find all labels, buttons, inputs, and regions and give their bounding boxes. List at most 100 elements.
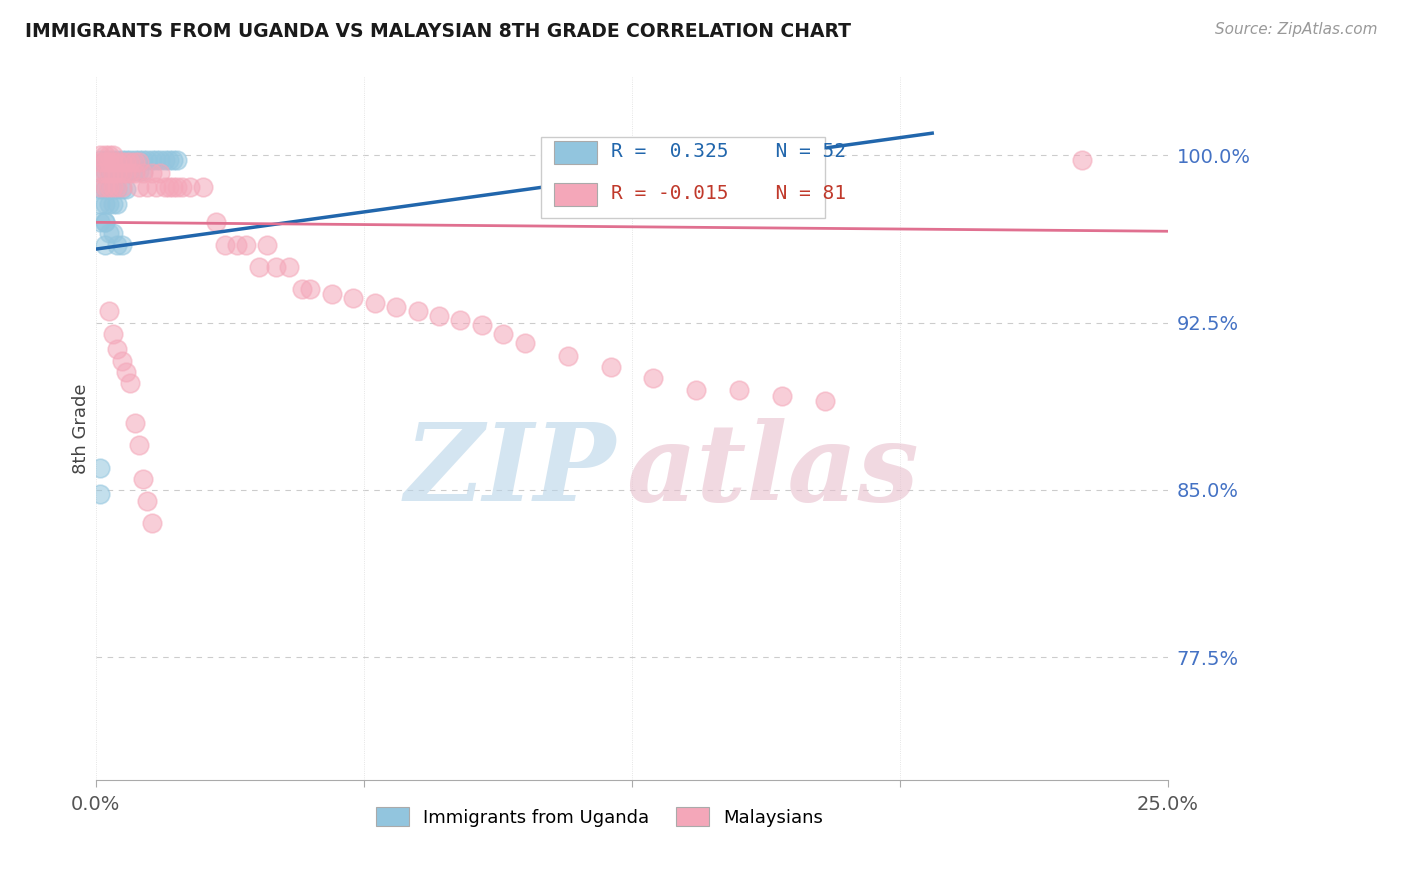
Point <box>97 164 120 178</box>
Point <box>120 376 142 390</box>
Point <box>97 179 120 194</box>
Point <box>728 383 751 397</box>
Point <box>557 349 579 363</box>
Point <box>105 166 128 180</box>
Point <box>145 153 167 167</box>
Point <box>132 153 155 167</box>
Point <box>385 300 408 314</box>
Point <box>93 166 115 180</box>
Point <box>101 153 124 167</box>
Text: R =  0.325    N = 52: R = 0.325 N = 52 <box>610 142 845 161</box>
Point <box>89 215 111 229</box>
Point <box>105 155 128 169</box>
Point <box>406 304 429 318</box>
Point <box>105 343 128 357</box>
Point <box>685 383 707 397</box>
Point <box>141 166 163 180</box>
Point <box>97 182 120 196</box>
Point <box>120 164 142 178</box>
Point <box>111 179 134 194</box>
Point <box>226 237 249 252</box>
Point <box>149 153 172 167</box>
Point <box>89 153 111 167</box>
Point <box>179 179 201 194</box>
Text: IMMIGRANTS FROM UGANDA VS MALAYSIAN 8TH GRADE CORRELATION CHART: IMMIGRANTS FROM UGANDA VS MALAYSIAN 8TH … <box>25 22 851 41</box>
Point <box>363 295 385 310</box>
Point <box>89 164 111 178</box>
Point <box>89 182 111 196</box>
Point <box>93 153 115 167</box>
Point <box>115 166 138 180</box>
Point <box>89 166 111 180</box>
Point <box>89 460 111 475</box>
Point <box>149 166 172 180</box>
Point <box>128 153 150 167</box>
Point <box>449 313 471 327</box>
Point <box>599 360 621 375</box>
Point <box>166 153 188 167</box>
FancyBboxPatch shape <box>554 183 596 206</box>
Point <box>111 182 134 196</box>
Y-axis label: 8th Grade: 8th Grade <box>72 384 90 474</box>
Point <box>105 197 128 211</box>
Point <box>277 260 299 274</box>
Text: ZIP: ZIP <box>405 417 616 524</box>
Point <box>170 179 193 194</box>
Point <box>105 182 128 196</box>
Point <box>124 155 146 169</box>
Point <box>89 148 111 162</box>
Point <box>111 353 134 368</box>
Point <box>93 215 115 229</box>
Point <box>128 438 150 452</box>
Point <box>128 179 150 194</box>
Point <box>93 215 115 229</box>
Point <box>247 260 270 274</box>
Point <box>136 179 159 194</box>
Point <box>256 237 278 252</box>
Point <box>132 164 155 178</box>
Text: Source: ZipAtlas.com: Source: ZipAtlas.com <box>1215 22 1378 37</box>
Text: atlas: atlas <box>627 417 920 524</box>
Point <box>157 153 180 167</box>
Point <box>124 166 146 180</box>
Point <box>427 309 450 323</box>
Point <box>136 494 159 508</box>
Point <box>93 155 115 169</box>
Point <box>264 260 287 274</box>
Point <box>141 153 163 167</box>
Legend: Immigrants from Uganda, Malaysians: Immigrants from Uganda, Malaysians <box>370 800 831 834</box>
Point <box>124 164 146 178</box>
Point <box>93 237 115 252</box>
Point <box>97 153 120 167</box>
FancyBboxPatch shape <box>541 137 825 218</box>
Point <box>97 155 120 169</box>
Point <box>124 153 146 167</box>
Point <box>141 516 163 531</box>
Point <box>166 179 188 194</box>
Point <box>93 197 115 211</box>
Point <box>136 153 159 167</box>
FancyBboxPatch shape <box>554 141 596 164</box>
Point <box>162 153 184 167</box>
Point <box>105 179 128 194</box>
Text: R = -0.015    N = 81: R = -0.015 N = 81 <box>610 184 845 202</box>
Point <box>101 155 124 169</box>
Point <box>120 155 142 169</box>
Point <box>492 326 515 341</box>
Point <box>101 166 124 180</box>
Point <box>321 286 343 301</box>
Point <box>214 237 236 252</box>
Point <box>111 155 134 169</box>
Point <box>105 164 128 178</box>
Point <box>115 164 138 178</box>
Point <box>111 164 134 178</box>
Point <box>342 291 364 305</box>
Point <box>101 148 124 162</box>
Point <box>111 153 134 167</box>
Point <box>814 393 837 408</box>
Point <box>89 487 111 501</box>
Point <box>157 179 180 194</box>
Point <box>128 155 150 169</box>
Point <box>299 282 322 296</box>
Point <box>132 472 155 486</box>
